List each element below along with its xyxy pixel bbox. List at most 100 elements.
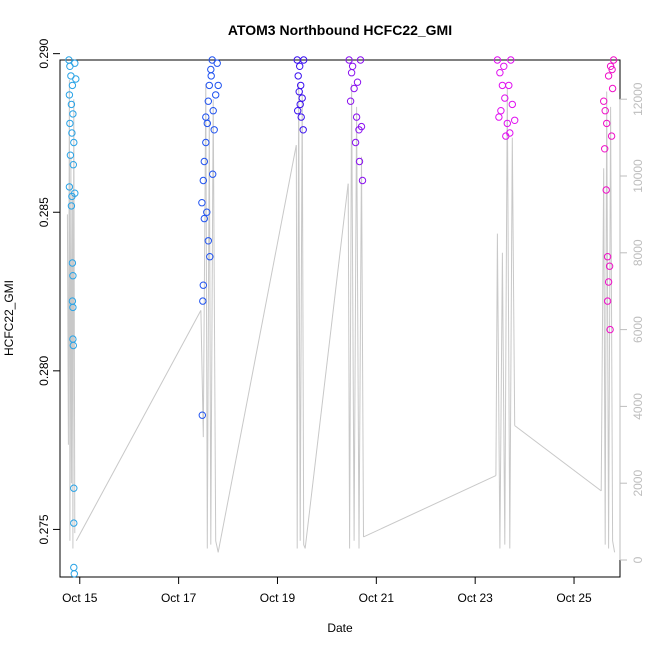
data-point	[69, 110, 77, 118]
altitude-connector-1	[75, 310, 202, 542]
data-point	[204, 97, 213, 105]
data-point	[213, 59, 221, 67]
data-point	[69, 341, 78, 350]
data-point	[207, 72, 215, 80]
data-point	[199, 281, 208, 289]
data-point	[348, 62, 357, 71]
y-tick-label: 0.275	[37, 514, 51, 544]
right-tick-label: 6000	[631, 316, 645, 343]
right-tick-label: 4000	[631, 393, 645, 420]
data-point	[70, 484, 78, 492]
data-point	[501, 94, 509, 102]
altitude-connector-3	[304, 183, 349, 549]
data-point	[72, 75, 80, 83]
altitude-trace-flight-5	[495, 87, 516, 549]
x-tick-label: Oct 23	[458, 591, 494, 605]
altitude-trace-flight-3	[295, 83, 306, 549]
data-point	[207, 65, 215, 74]
y-axis-label: HCFC22_GMI	[2, 280, 16, 356]
data-point	[350, 84, 358, 93]
data-point	[67, 100, 76, 109]
data-point	[202, 138, 210, 147]
altitude-connector-4	[363, 475, 497, 538]
data-point	[198, 199, 206, 207]
data-point	[69, 161, 78, 169]
data-point	[69, 303, 77, 312]
data-point	[296, 62, 304, 71]
data-point	[502, 132, 510, 140]
data-point	[71, 189, 79, 197]
data-point	[607, 132, 616, 140]
data-point	[297, 113, 305, 121]
data-point	[70, 563, 78, 572]
chart-title: ATOM3 Northbound HCFC22_GMI	[228, 22, 452, 38]
right-tick-label: 8000	[631, 239, 645, 266]
data-point	[65, 91, 74, 99]
data-point	[298, 94, 306, 102]
data-point	[602, 186, 610, 194]
data-point	[67, 202, 76, 210]
data-point	[511, 116, 519, 125]
plot-frame	[59, 59, 621, 578]
y-axis-right: 0 2000 4000 6000 8000 10000 12000	[619, 82, 645, 563]
data-point	[609, 56, 618, 64]
data-point	[210, 126, 218, 134]
data-point	[601, 145, 609, 153]
y-tick-label: 0.290	[37, 38, 51, 68]
data-point	[202, 113, 210, 121]
data-point	[200, 214, 209, 223]
data-point	[345, 56, 353, 64]
data-point	[603, 119, 611, 128]
data-point	[294, 107, 302, 115]
altitude-trace	[66, 79, 616, 553]
data-point	[600, 97, 608, 105]
data-point	[604, 72, 613, 80]
data-point	[68, 259, 77, 267]
x-tick-label: Oct 19	[260, 591, 296, 605]
data-point	[299, 126, 307, 134]
x-tick-label: Oct 25	[556, 591, 592, 605]
data-point	[358, 176, 367, 185]
data-point	[70, 519, 78, 527]
data-point	[608, 84, 617, 93]
data-point	[601, 107, 609, 115]
data-point	[212, 91, 220, 99]
x-tick-label: Oct 21	[359, 591, 395, 605]
data-point	[503, 119, 511, 128]
data-point	[500, 62, 508, 71]
data-point	[353, 78, 362, 86]
data-point	[606, 325, 614, 334]
data-point	[209, 107, 217, 115]
data-point	[203, 208, 211, 216]
data-point	[300, 56, 308, 64]
y-axis-left: 0.275 0.280 0.285 0.290	[37, 38, 60, 544]
x-axis-label: Date	[327, 621, 353, 635]
data-point	[66, 151, 75, 159]
x-tick-label: Oct 17	[161, 591, 197, 605]
data-point	[198, 411, 207, 419]
altitude-trace-flight-4	[347, 83, 364, 549]
data-point	[199, 176, 208, 185]
data-point	[214, 81, 222, 90]
data-point	[69, 272, 77, 280]
data-point	[68, 129, 76, 137]
data-point	[498, 81, 507, 90]
x-axis: Oct 15 Oct 17 Oct 19 Oct 21 Oct 23 Oct 25	[62, 577, 592, 605]
right-tick-label: 0	[631, 556, 645, 563]
data-point	[70, 138, 78, 147]
altitude-connector-5	[514, 425, 602, 492]
data-point	[68, 81, 77, 90]
data-point	[294, 72, 302, 80]
right-tick-label: 12000	[631, 82, 645, 116]
data-point	[495, 113, 503, 121]
data-point	[493, 56, 502, 64]
data-point	[603, 253, 612, 261]
altitude-trace-flight-1	[66, 79, 76, 549]
data-point	[608, 65, 616, 74]
data-point	[356, 56, 365, 64]
data-point	[199, 297, 207, 305]
data-point	[496, 69, 504, 77]
data-point	[200, 157, 209, 166]
data-point	[346, 97, 355, 105]
